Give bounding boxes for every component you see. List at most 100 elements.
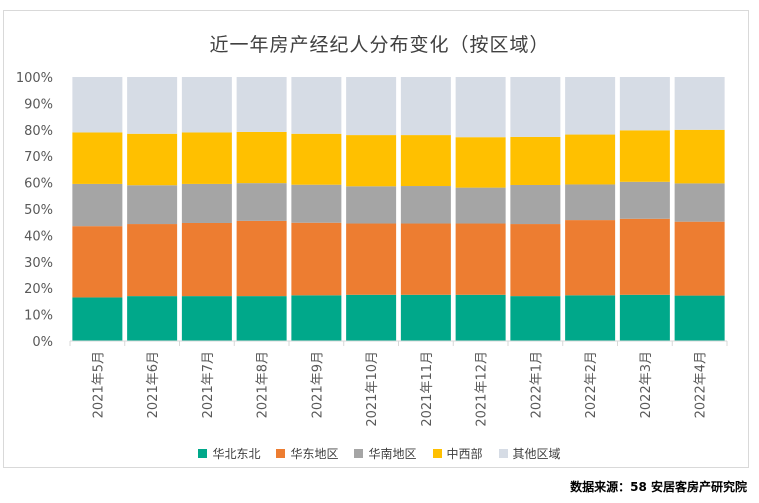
bar-segment <box>400 186 451 224</box>
y-tick-label: 80% <box>24 124 53 139</box>
x-tick-label: 2021年8月 <box>256 351 271 418</box>
bar-segment <box>346 186 397 224</box>
bar-segment <box>291 184 342 223</box>
x-tick-label: 2021年10月 <box>365 351 380 427</box>
legend-label: 其他区域 <box>512 447 561 461</box>
bar-segment <box>565 134 616 185</box>
bar-segment <box>510 136 561 185</box>
bar-segment <box>455 187 506 224</box>
bar-segment <box>455 223 506 295</box>
legend-item: 华南地区 <box>354 445 417 462</box>
y-tick-label: 60% <box>24 177 53 192</box>
bar-segment <box>181 222 232 297</box>
bar-segment <box>565 220 616 296</box>
x-tick-label: 2021年12月 <box>475 351 490 427</box>
bar-segment <box>619 218 670 295</box>
legend-swatch <box>276 449 286 458</box>
y-tick-label: 90% <box>24 97 53 112</box>
bar-segment <box>400 77 451 136</box>
legend-item: 华北东北 <box>198 445 260 462</box>
bar-segment <box>72 77 123 133</box>
legend-item: 其他区域 <box>498 445 561 462</box>
bar-segment <box>510 224 561 297</box>
y-tick-label: 10% <box>24 309 53 324</box>
data-source-note: 数据来源：58 安居客房产研究院 <box>570 480 747 494</box>
bar-segment <box>346 223 397 295</box>
bar-segment <box>565 77 616 135</box>
legend-swatch <box>354 449 364 458</box>
x-tick-label: 2022年2月 <box>584 351 599 418</box>
bar-segment <box>619 181 670 219</box>
x-tick-label: 2021年7月 <box>201 351 216 418</box>
legend-label: 中西部 <box>446 447 483 461</box>
bar-segment <box>127 77 178 134</box>
x-tick-label: 2021年5月 <box>91 351 106 418</box>
legend-swatch <box>198 449 208 458</box>
bar-segment <box>619 294 670 341</box>
bar-segment <box>72 226 123 298</box>
y-tick-label: 50% <box>24 203 53 218</box>
x-tick-label: 2022年3月 <box>639 351 654 418</box>
bar-segment <box>510 77 561 137</box>
y-tick-label: 40% <box>24 229 53 244</box>
bar-segment <box>127 185 178 225</box>
bar-segment <box>72 183 123 227</box>
legend-label: 华北东北 <box>212 447 261 461</box>
y-tick-label: 0% <box>32 335 53 350</box>
x-tick-label: 2021年11月 <box>420 351 435 427</box>
bar-segment <box>455 294 506 341</box>
bar-segment <box>400 294 451 341</box>
bar-segment <box>236 77 287 132</box>
bar-segment <box>291 77 342 134</box>
bar-segment <box>291 222 342 296</box>
bar-segment <box>181 77 232 133</box>
legend-swatch <box>432 449 442 458</box>
bar-segment <box>565 184 616 221</box>
bar-segment <box>455 137 506 188</box>
bar-segment <box>291 133 342 185</box>
bar-segment <box>346 294 397 341</box>
y-tick-label: 30% <box>24 256 53 271</box>
bar-segment <box>236 220 287 297</box>
bar-segment <box>674 129 725 184</box>
legend-label: 华东地区 <box>290 447 339 461</box>
x-tick-label: 2021年9月 <box>310 351 325 418</box>
bar-segment <box>72 132 123 184</box>
legend-swatch <box>498 449 508 458</box>
bar-segment <box>400 223 451 295</box>
legend-item: 中西部 <box>432 445 483 462</box>
bar-segment <box>510 296 561 341</box>
bar-segment <box>236 296 287 341</box>
bar-segment <box>236 131 287 184</box>
bar-segment <box>181 296 232 341</box>
bar-segment <box>181 183 232 223</box>
bar-segment <box>619 77 670 131</box>
legend-label: 华南地区 <box>368 447 417 461</box>
y-tick-label: 70% <box>24 150 53 165</box>
bar-segment <box>674 183 725 222</box>
x-tick-label: 2021年6月 <box>146 351 161 418</box>
bar-segment <box>674 77 725 130</box>
x-tick-label: 2022年1月 <box>529 351 544 418</box>
bar-segment <box>619 130 670 182</box>
y-tick-label: 20% <box>24 282 53 297</box>
bar-segment <box>181 132 232 184</box>
chart-title: 近一年房产经纪人分布变化（按区域） <box>209 34 550 56</box>
bar-segment <box>565 295 616 341</box>
bar-segment <box>455 77 506 138</box>
bar-segment <box>127 224 178 297</box>
bar-segment <box>127 133 178 186</box>
bar-segment <box>346 77 397 136</box>
legend-item: 华东地区 <box>276 445 338 462</box>
bar-segment <box>400 135 451 187</box>
bar-segment <box>674 221 725 296</box>
x-tick-label: 2022年4月 <box>694 351 709 418</box>
bar-segment <box>510 184 561 225</box>
bar-segment <box>72 297 123 341</box>
y-tick-label: 100% <box>16 71 53 86</box>
bar-segment <box>346 135 397 187</box>
chart-legend: 华北东北 华东地区 华南地区 中西部 其他区域 <box>0 445 759 462</box>
bar-segment <box>291 295 342 341</box>
bar-segment <box>236 183 287 221</box>
